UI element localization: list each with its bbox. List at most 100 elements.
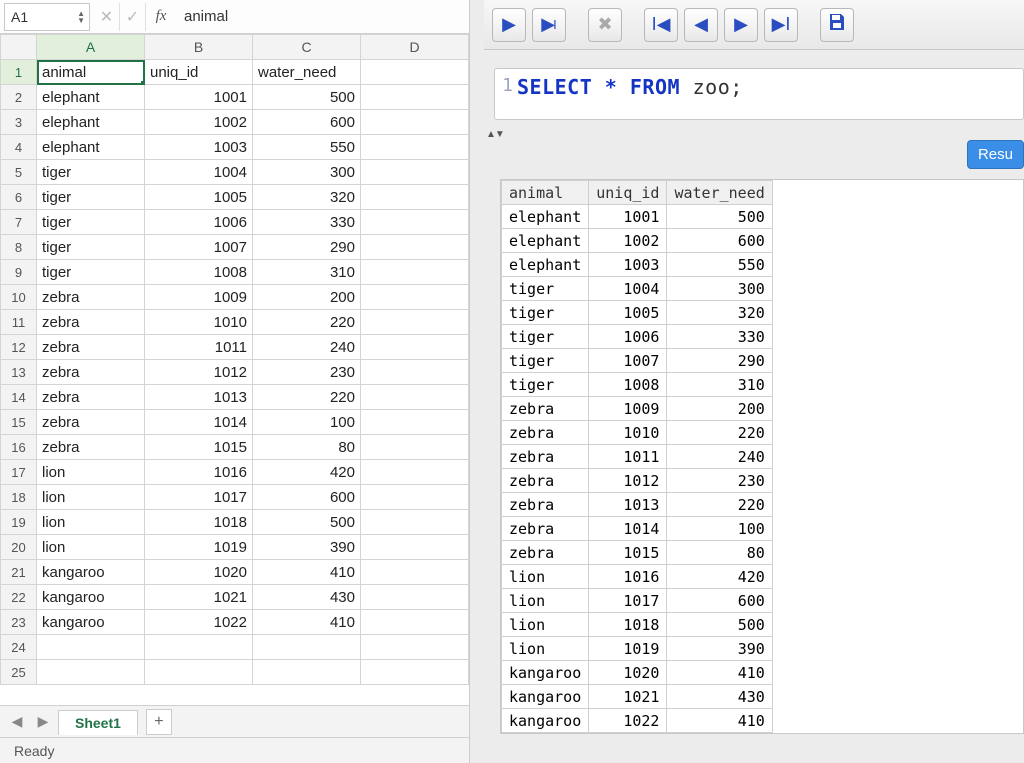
- result-cell[interactable]: 310: [667, 373, 772, 397]
- result-cell[interactable]: kangaroo: [502, 685, 589, 709]
- result-cell[interactable]: lion: [502, 589, 589, 613]
- result-cell[interactable]: 420: [667, 565, 772, 589]
- column-header[interactable]: C: [253, 35, 361, 60]
- add-sheet-button[interactable]: +: [146, 709, 172, 735]
- result-cell[interactable]: 1016: [589, 565, 667, 589]
- result-cell[interactable]: 1008: [589, 373, 667, 397]
- result-cell[interactable]: 220: [667, 493, 772, 517]
- cell[interactable]: [361, 410, 469, 435]
- row-header[interactable]: 1: [1, 60, 37, 85]
- result-column-header[interactable]: animal: [502, 181, 589, 205]
- cell[interactable]: [361, 510, 469, 535]
- formula-input[interactable]: animal: [176, 8, 469, 25]
- result-cell[interactable]: lion: [502, 637, 589, 661]
- row-header[interactable]: 8: [1, 235, 37, 260]
- result-cell[interactable]: 220: [667, 421, 772, 445]
- result-cell[interactable]: 390: [667, 637, 772, 661]
- result-cell[interactable]: elephant: [502, 229, 589, 253]
- cell[interactable]: tiger: [37, 235, 145, 260]
- result-cell[interactable]: 320: [667, 301, 772, 325]
- cell[interactable]: [361, 235, 469, 260]
- row-header[interactable]: 13: [1, 360, 37, 385]
- result-row[interactable]: lion1018500: [502, 613, 773, 637]
- result-column-header[interactable]: water_need: [667, 181, 772, 205]
- result-row[interactable]: tiger1007290: [502, 349, 773, 373]
- result-cell[interactable]: zebra: [502, 493, 589, 517]
- cell[interactable]: animal: [37, 60, 145, 85]
- cell[interactable]: 1006: [145, 210, 253, 235]
- result-cell[interactable]: 410: [667, 709, 772, 733]
- result-cell[interactable]: tiger: [502, 301, 589, 325]
- cell[interactable]: 300: [253, 160, 361, 185]
- cell[interactable]: [361, 610, 469, 635]
- result-cell[interactable]: 100: [667, 517, 772, 541]
- result-cell[interactable]: 600: [667, 589, 772, 613]
- result-row[interactable]: tiger1004300: [502, 277, 773, 301]
- cell[interactable]: kangaroo: [37, 560, 145, 585]
- last-record-button[interactable]: ▶I: [764, 8, 798, 42]
- cell[interactable]: 80: [253, 435, 361, 460]
- cell[interactable]: 310: [253, 260, 361, 285]
- cell[interactable]: [361, 460, 469, 485]
- result-row[interactable]: lion1017600: [502, 589, 773, 613]
- cell[interactable]: [361, 85, 469, 110]
- tab-next-button[interactable]: ▶: [32, 711, 54, 733]
- result-cell[interactable]: 1012: [589, 469, 667, 493]
- result-column-header[interactable]: uniq_id: [589, 181, 667, 205]
- result-cell[interactable]: 550: [667, 253, 772, 277]
- result-cell[interactable]: 1014: [589, 517, 667, 541]
- cell[interactable]: 220: [253, 385, 361, 410]
- cell[interactable]: 1001: [145, 85, 253, 110]
- results-button[interactable]: Resu: [967, 140, 1024, 169]
- cell[interactable]: 500: [253, 85, 361, 110]
- cell[interactable]: 1021: [145, 585, 253, 610]
- cell[interactable]: 390: [253, 535, 361, 560]
- result-cell[interactable]: 430: [667, 685, 772, 709]
- row-header[interactable]: 4: [1, 135, 37, 160]
- result-cell[interactable]: 1013: [589, 493, 667, 517]
- cell[interactable]: 420: [253, 460, 361, 485]
- result-cell[interactable]: 240: [667, 445, 772, 469]
- fx-label[interactable]: fx: [146, 8, 176, 25]
- cell[interactable]: 1020: [145, 560, 253, 585]
- cell[interactable]: elephant: [37, 135, 145, 160]
- row-header[interactable]: 23: [1, 610, 37, 635]
- cell[interactable]: 410: [253, 610, 361, 635]
- row-header[interactable]: 18: [1, 485, 37, 510]
- cell[interactable]: [145, 635, 253, 660]
- result-cell[interactable]: 1004: [589, 277, 667, 301]
- result-cell[interactable]: 1020: [589, 661, 667, 685]
- result-cell[interactable]: tiger: [502, 325, 589, 349]
- column-header[interactable]: B: [145, 35, 253, 60]
- result-cell[interactable]: zebra: [502, 421, 589, 445]
- result-row[interactable]: zebra101580: [502, 541, 773, 565]
- result-cell[interactable]: tiger: [502, 373, 589, 397]
- result-cell[interactable]: 1009: [589, 397, 667, 421]
- result-row[interactable]: elephant1003550: [502, 253, 773, 277]
- row-header[interactable]: 19: [1, 510, 37, 535]
- row-header[interactable]: 16: [1, 435, 37, 460]
- cell[interactable]: tiger: [37, 260, 145, 285]
- accept-formula-button[interactable]: ✓: [120, 3, 146, 31]
- cell[interactable]: 220: [253, 310, 361, 335]
- cell[interactable]: tiger: [37, 210, 145, 235]
- cell[interactable]: [361, 660, 469, 685]
- cell[interactable]: lion: [37, 535, 145, 560]
- sql-code[interactable]: SELECT * FROM zoo;: [517, 75, 743, 99]
- cell[interactable]: [253, 660, 361, 685]
- cell[interactable]: [361, 435, 469, 460]
- cell[interactable]: zebra: [37, 385, 145, 410]
- cell[interactable]: 1013: [145, 385, 253, 410]
- sheet-tab[interactable]: Sheet1: [58, 710, 138, 735]
- result-row[interactable]: zebra1010220: [502, 421, 773, 445]
- cell[interactable]: kangaroo: [37, 610, 145, 635]
- cell[interactable]: [361, 360, 469, 385]
- cell[interactable]: 200: [253, 285, 361, 310]
- result-row[interactable]: kangaroo1022410: [502, 709, 773, 733]
- result-row[interactable]: zebra1014100: [502, 517, 773, 541]
- result-cell[interactable]: 1006: [589, 325, 667, 349]
- cell[interactable]: [361, 185, 469, 210]
- result-row[interactable]: zebra1011240: [502, 445, 773, 469]
- result-cell[interactable]: 330: [667, 325, 772, 349]
- cell[interactable]: lion: [37, 460, 145, 485]
